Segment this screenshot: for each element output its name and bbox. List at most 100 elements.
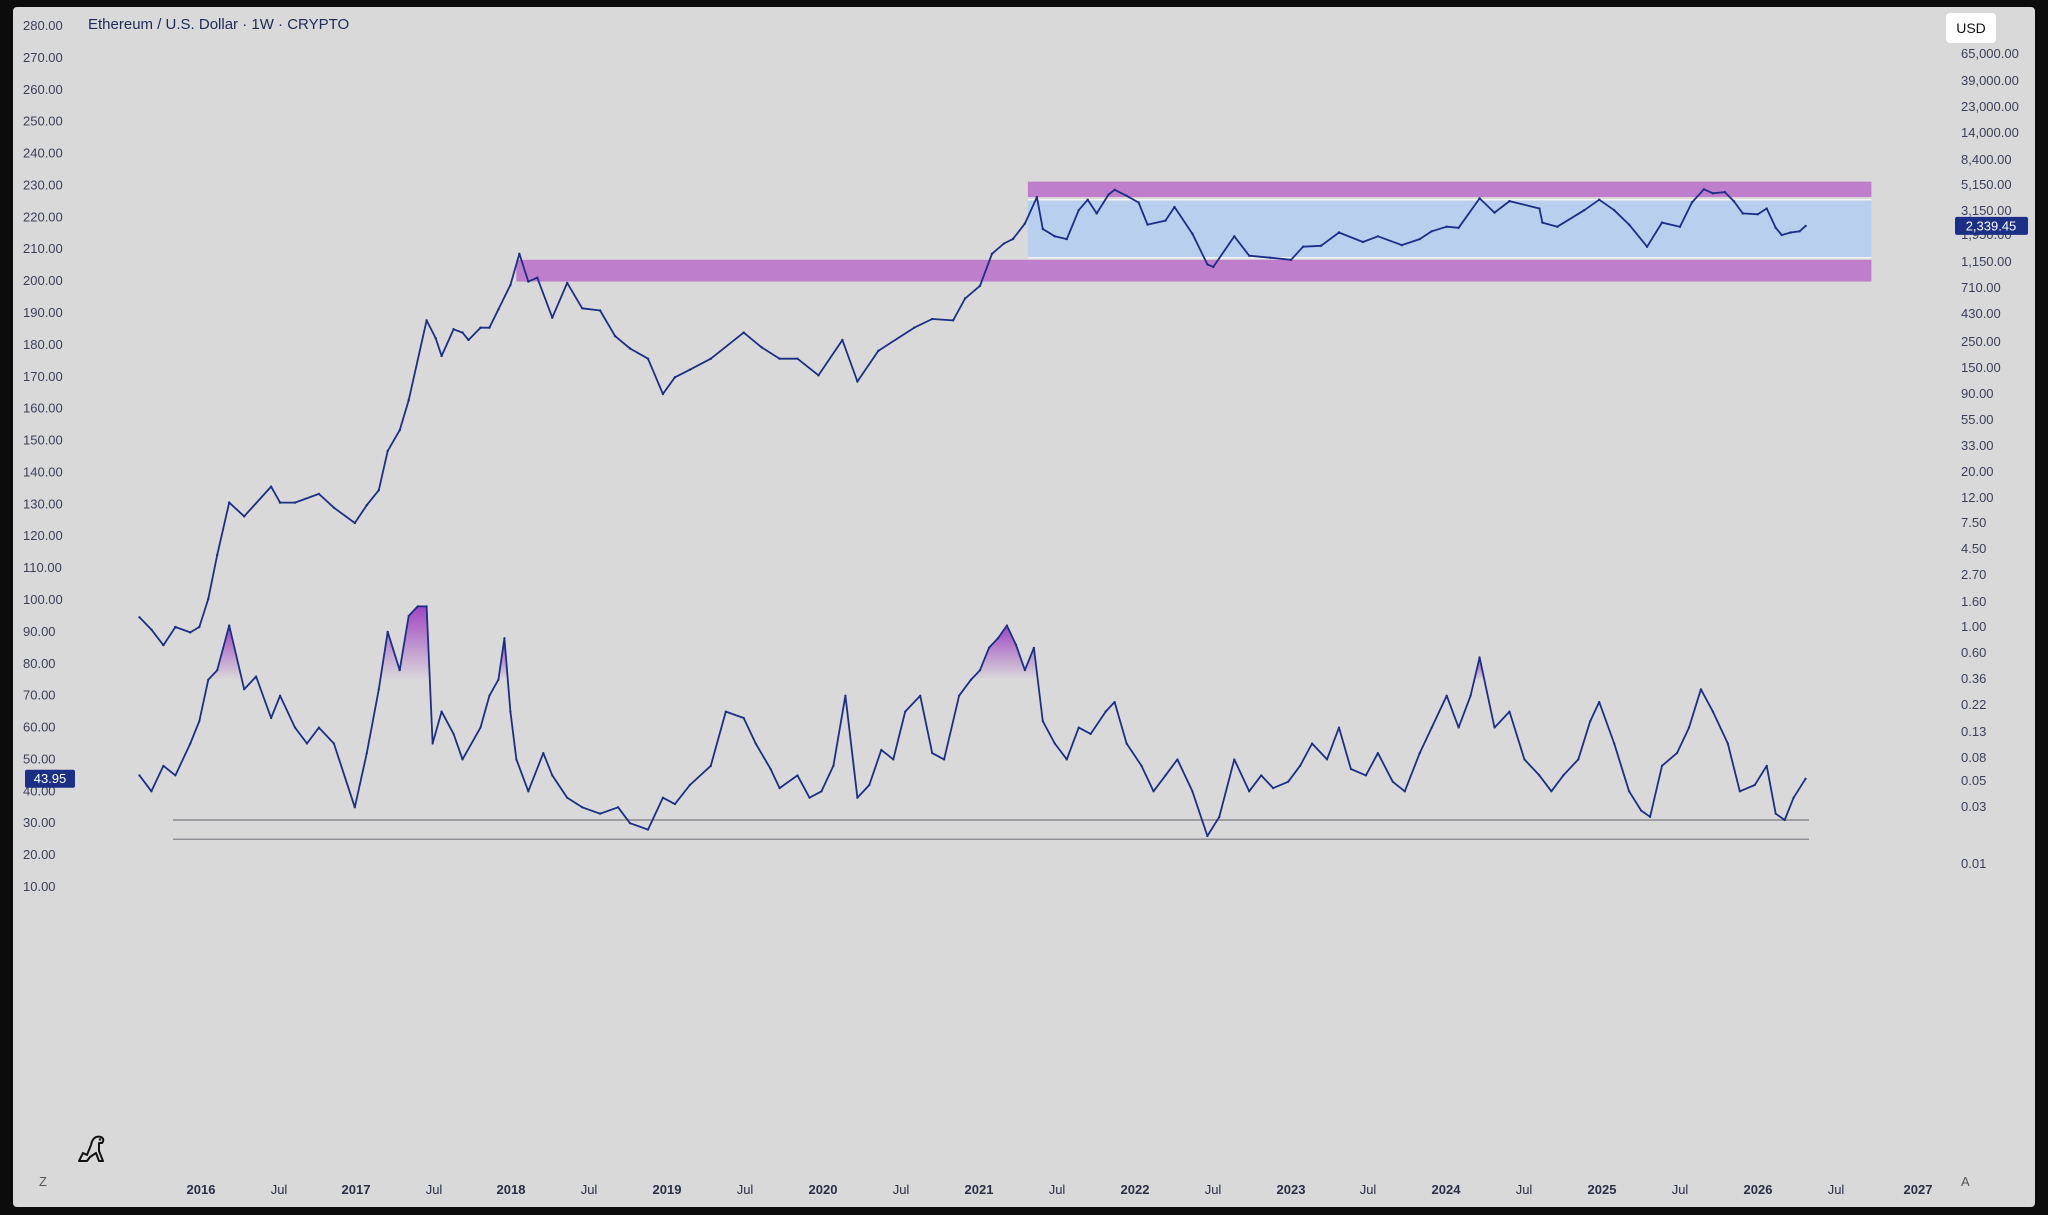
oscillator-point-106 — [1445, 694, 1448, 697]
oscillator-point-96 — [1310, 742, 1314, 745]
oscillator-point-31 — [497, 678, 500, 681]
auto-scale-toggle[interactable]: A — [1961, 1174, 1970, 1189]
oscillator-point-53 — [796, 774, 799, 777]
price-point-72 — [1137, 201, 1140, 204]
oscillator-point-121 — [1639, 809, 1643, 812]
right-axis-tick: 14,000.00 — [1961, 125, 2019, 140]
price-point-85 — [1337, 231, 1341, 234]
left-axis-tick: 170.00 — [23, 369, 63, 384]
resistance-zone-1[interactable] — [516, 259, 1872, 282]
oscillator-point-67 — [969, 678, 973, 681]
oscillator-point-118 — [1598, 700, 1601, 704]
right-axis-tick: 5,150.00 — [1961, 177, 2012, 192]
oscillator-point-84 — [1152, 790, 1155, 793]
left-axis-tick: 160.00 — [23, 401, 63, 416]
left-axis-tick: 90.00 — [23, 624, 56, 639]
x-axis-month-label: Jul — [1516, 1182, 1533, 1197]
price-point-117 — [1798, 230, 1801, 233]
oscillator-point-120 — [1628, 790, 1631, 793]
oscillator-point-47 — [709, 764, 712, 767]
price-point-44 — [709, 357, 713, 360]
oscillator-point-116 — [1577, 758, 1580, 761]
right-axis-tick: 90.00 — [1961, 386, 1994, 401]
price-point-23 — [440, 354, 443, 358]
oscillator-line[interactable] — [138, 605, 1807, 837]
price-point-96 — [1538, 207, 1541, 210]
price-point-83 — [1301, 245, 1305, 248]
x-axis-month-label: Jul — [893, 1182, 910, 1197]
price-point-82 — [1289, 258, 1293, 262]
oscillator-point-69 — [987, 646, 991, 649]
right-axis-tick: 0.08 — [1961, 750, 1986, 765]
price-point-58 — [990, 252, 994, 256]
oscillator-point-33 — [509, 710, 512, 713]
oscillator-point-15 — [317, 726, 321, 729]
currency-button[interactable]: USD — [1946, 13, 1996, 43]
oscillator-point-99 — [1349, 767, 1353, 771]
oscillator-point-88 — [1206, 834, 1209, 838]
left-axis-tick: 50.00 — [23, 751, 56, 766]
price-point-10 — [269, 485, 273, 488]
price-point-26 — [467, 338, 470, 342]
right-axis-tick: 710.00 — [1961, 280, 2001, 295]
left-axis-tick: 20.00 — [23, 847, 56, 862]
price-point-79 — [1233, 235, 1236, 238]
oscillator-point-37 — [551, 774, 554, 777]
price-point-70 — [1113, 188, 1116, 192]
oscillator-point-134 — [1792, 796, 1795, 799]
oscillator-point-57 — [844, 694, 847, 697]
x-axis-month-label: Jul — [271, 1182, 288, 1197]
price-point-106 — [1690, 201, 1694, 204]
resistance-zone-2[interactable] — [1027, 181, 1872, 198]
price-point-9 — [242, 515, 246, 518]
chart-frame: 280.00 270.00 260.00 250.00 240.00 230.00 220.… — [13, 7, 2035, 1207]
price-point-115 — [1780, 233, 1783, 237]
right-axis-tick: 1.60 — [1961, 594, 1986, 609]
oscillator-point-26 — [440, 710, 443, 713]
price-value-badge — [1955, 216, 2028, 235]
price-point-61 — [1023, 222, 1027, 225]
left-axis-tick: 30.00 — [23, 815, 56, 830]
right-axis-tick: 12.00 — [1961, 490, 1994, 505]
oscillator-point-82 — [1125, 742, 1128, 745]
right-axis-tick: 0.36 — [1961, 671, 1986, 686]
price-point-89 — [1418, 237, 1421, 241]
right-axis-tick: 250.00 — [1961, 334, 2001, 349]
price-point-12 — [293, 501, 297, 504]
oscillator-point-117 — [1589, 720, 1592, 723]
right-axis-tick: 1,150.00 — [1961, 254, 2012, 269]
oscillator-point-92 — [1260, 774, 1263, 777]
price-point-60 — [1011, 237, 1015, 241]
x-axis-year-label: 2019 — [653, 1182, 682, 1197]
range-box[interactable] — [1027, 199, 1872, 258]
price-point-30 — [509, 283, 512, 287]
oscillator-point-83 — [1140, 764, 1143, 767]
oscillator-point-56 — [832, 764, 835, 767]
oscillator-point-59 — [868, 783, 871, 787]
price-point-28 — [488, 326, 491, 329]
x-axis-month-label: Jul — [1049, 1182, 1066, 1197]
oscillator-point-119 — [1613, 742, 1616, 745]
price-point-39 — [628, 347, 632, 350]
oscillator-point-81 — [1113, 700, 1116, 704]
oscillator-point-52 — [778, 787, 781, 790]
timezone-toggle[interactable]: Z — [39, 1174, 47, 1189]
x-axis-year-label: 2023 — [1277, 1182, 1306, 1197]
price-point-110 — [1732, 199, 1736, 203]
oscillator-point-30 — [488, 694, 491, 697]
price-point-7 — [216, 553, 219, 557]
price-point-40 — [646, 357, 650, 360]
oscillator-point-65 — [943, 758, 946, 761]
price-point-80 — [1248, 254, 1251, 257]
price-point-36 — [580, 307, 584, 310]
price-point-71 — [1125, 194, 1128, 197]
oscillator-point-75 — [1041, 720, 1044, 723]
price-chart[interactable]: 280.00 270.00 260.00 250.00 240.00 230.00 220.… — [13, 7, 2035, 1207]
oscillator-point-27 — [452, 732, 455, 736]
oscillator-value-label: 43.95 — [34, 771, 67, 786]
price-point-3 — [174, 625, 177, 629]
x-axis-month-label: Jul — [426, 1182, 443, 1197]
left-axis-tick: 190.00 — [23, 305, 63, 320]
left-axis-tick: 210.00 — [23, 241, 63, 256]
oscillator-point-60 — [880, 748, 883, 751]
